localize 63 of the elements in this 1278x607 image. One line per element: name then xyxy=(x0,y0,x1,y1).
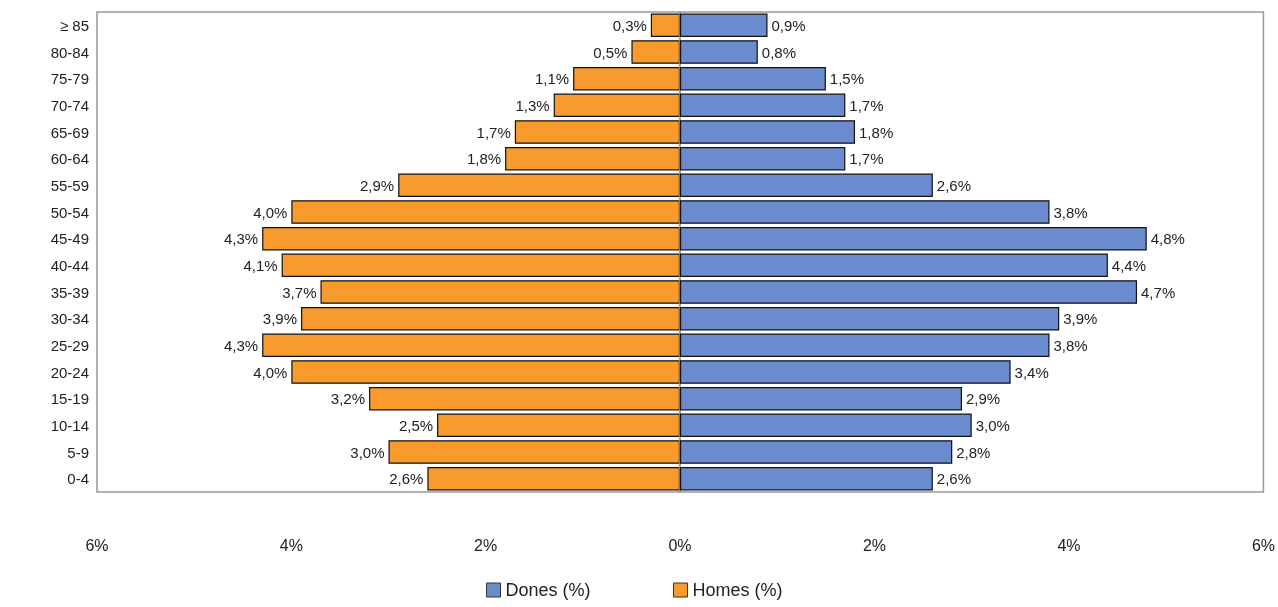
data-label: 1,8% xyxy=(859,123,894,141)
data-label: 4,0% xyxy=(253,363,288,381)
y-tick-label: 50-54 xyxy=(50,203,89,221)
data-label: 2,6% xyxy=(936,470,972,488)
x-tick-label: 6% xyxy=(85,536,109,554)
data-label: 4,3% xyxy=(223,230,259,248)
data-label: 2,6% xyxy=(389,470,424,488)
data-label: 3,9% xyxy=(1063,310,1098,328)
data-label: 2,8% xyxy=(956,443,991,461)
data-label: 4,0% xyxy=(253,203,288,221)
y-tick-label: 80-84 xyxy=(50,43,89,61)
data-label: 2,9% xyxy=(360,176,395,194)
y-tick-label: 65-69 xyxy=(50,123,89,141)
y-tick-label: 20-24 xyxy=(50,363,89,381)
data-label: 1,7% xyxy=(476,123,511,141)
x-tick-label: 4% xyxy=(279,536,303,554)
data-label: 1,7% xyxy=(849,96,884,114)
data-label: 3,8% xyxy=(1053,203,1088,221)
data-label: 4,7% xyxy=(1141,283,1176,301)
data-label: 3,7% xyxy=(282,283,317,301)
y-tick-label: 5-9 xyxy=(67,443,89,461)
data-label: 3,0% xyxy=(350,443,385,461)
data-label: 1,5% xyxy=(829,70,865,88)
data-label: 4,8% xyxy=(1150,230,1185,248)
data-label: 0,8% xyxy=(761,43,796,61)
data-label: 1,8% xyxy=(466,150,502,168)
data-label: 4,1% xyxy=(243,256,278,274)
y-tick-label: ≥ 85 xyxy=(59,16,89,34)
y-tick-label: 55-59 xyxy=(50,176,89,194)
y-tick-label: 45-49 xyxy=(50,230,89,248)
data-label: 3,0% xyxy=(975,416,1010,434)
data-label: 3,8% xyxy=(1053,336,1088,354)
legend-label: Homes (%) xyxy=(692,580,783,600)
x-tick-label: 0% xyxy=(668,536,692,554)
data-label: 3,9% xyxy=(262,310,298,328)
y-tick-label: 10-14 xyxy=(50,416,89,434)
data-label: 3,2% xyxy=(330,390,366,408)
data-label: 4,4% xyxy=(1111,256,1147,274)
data-label: 0,9% xyxy=(771,16,806,34)
y-tick-label: 30-34 xyxy=(50,310,89,328)
y-tick-label: 70-74 xyxy=(50,96,89,114)
data-label: 1,3% xyxy=(515,96,550,114)
data-label: 3,4% xyxy=(1014,363,1049,381)
y-tick-label: 35-39 xyxy=(50,283,89,301)
data-label: 0,5% xyxy=(593,43,628,61)
y-tick-label: 60-64 xyxy=(50,150,89,168)
y-tick-label: 40-44 xyxy=(50,256,89,274)
data-label: 2,6% xyxy=(936,176,972,194)
x-tick-label: 2% xyxy=(862,536,887,554)
y-tick-label: 75-79 xyxy=(50,70,89,88)
data-label: 1,7% xyxy=(849,150,884,168)
data-label: 2,9% xyxy=(965,390,1001,408)
y-tick-label: 25-29 xyxy=(50,336,89,354)
data-label: 0,3% xyxy=(612,16,647,34)
y-tick-label: 0-4 xyxy=(67,470,89,488)
legend-label: Dones (%) xyxy=(505,580,591,600)
data-label: 1,1% xyxy=(534,70,570,88)
data-label: 4,3% xyxy=(223,336,259,354)
x-tick-label: 2% xyxy=(474,536,498,554)
data-label: 2,5% xyxy=(398,416,434,434)
y-tick-label: 15-19 xyxy=(50,390,89,408)
x-tick-label: 4% xyxy=(1057,536,1081,554)
x-tick-label: 6% xyxy=(1251,536,1275,554)
